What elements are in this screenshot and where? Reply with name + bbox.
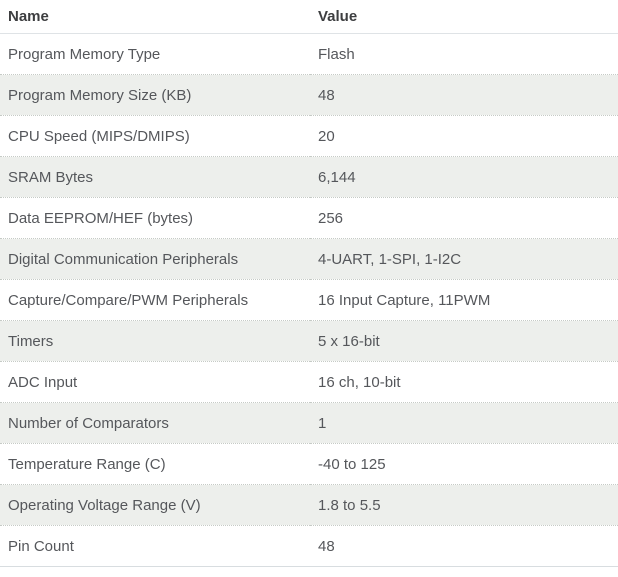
spec-value-cell: 48 [318, 538, 335, 555]
table-row: Digital Communication Peripherals 4-UART… [0, 238, 618, 280]
specs-table-body: Program Memory Type Flash Program Memory… [0, 33, 618, 567]
spec-name-cell: Program Memory Type [8, 46, 161, 63]
table-row: Data EEPROM/HEF (bytes) 256 [0, 197, 618, 239]
spec-value-cell: 20 [318, 128, 335, 145]
spec-name-cell: Data EEPROM/HEF (bytes) [8, 210, 194, 227]
spec-value-cell: 4-UART, 1-SPI, 1-I2C [318, 251, 462, 268]
table-row: Operating Voltage Range (V) 1.8 to 5.5 [0, 484, 618, 526]
column-header-name: Name [0, 0, 310, 34]
spec-name-cell: Temperature Range (C) [8, 456, 166, 473]
table-row: Timers 5 x 16-bit [0, 320, 618, 362]
specs-table-header: Name Value [0, 0, 618, 34]
table-row: CPU Speed (MIPS/DMIPS) 20 [0, 115, 618, 157]
spec-name-cell: Pin Count [8, 538, 74, 555]
table-row: SRAM Bytes 6,144 [0, 156, 618, 198]
spec-value-cell: 16 ch, 10-bit [318, 374, 401, 391]
spec-name-cell: Capture/Compare/PWM Peripherals [8, 292, 249, 309]
spec-name-cell: Number of Comparators [8, 415, 169, 432]
table-row: Program Memory Size (KB) 48 [0, 74, 618, 116]
spec-name-cell: Operating Voltage Range (V) [8, 497, 201, 514]
spec-name-cell: SRAM Bytes [8, 169, 94, 186]
spec-name-cell: Digital Communication Peripherals [8, 251, 239, 268]
spec-value-cell: 1 [318, 415, 327, 432]
column-header-value: Value [310, 0, 618, 34]
spec-name-cell: Program Memory Size (KB) [8, 87, 192, 104]
table-row: Program Memory Type Flash [0, 33, 618, 75]
table-row: Number of Comparators 1 [0, 402, 618, 444]
spec-value-cell: -40 to 125 [318, 456, 386, 473]
spec-value-cell: 16 Input Capture, 11PWM [318, 292, 491, 309]
table-row: Pin Count 48 [0, 525, 618, 567]
table-row: Temperature Range (C) -40 to 125 [0, 443, 618, 485]
spec-value-cell: Flash [318, 46, 355, 63]
spec-value-cell: 6,144 [318, 169, 356, 186]
table-row: Capture/Compare/PWM Peripherals 16 Input… [0, 279, 618, 321]
spec-name-cell: ADC Input [8, 374, 78, 391]
spec-value-cell: 48 [318, 87, 335, 104]
table-row: ADC Input 16 ch, 10-bit [0, 361, 618, 403]
spec-name-cell: Timers [8, 333, 54, 350]
spec-value-cell: 256 [318, 210, 344, 227]
spec-value-cell: 1.8 to 5.5 [318, 497, 381, 514]
spec-value-cell: 5 x 16-bit [318, 333, 380, 350]
header-row: Name Value [0, 0, 618, 34]
spec-name-cell: CPU Speed (MIPS/DMIPS) [8, 128, 190, 145]
